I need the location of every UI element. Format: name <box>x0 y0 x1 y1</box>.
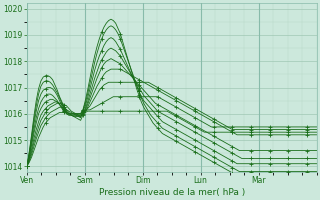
X-axis label: Pression niveau de la mer( hPa ): Pression niveau de la mer( hPa ) <box>99 188 245 197</box>
